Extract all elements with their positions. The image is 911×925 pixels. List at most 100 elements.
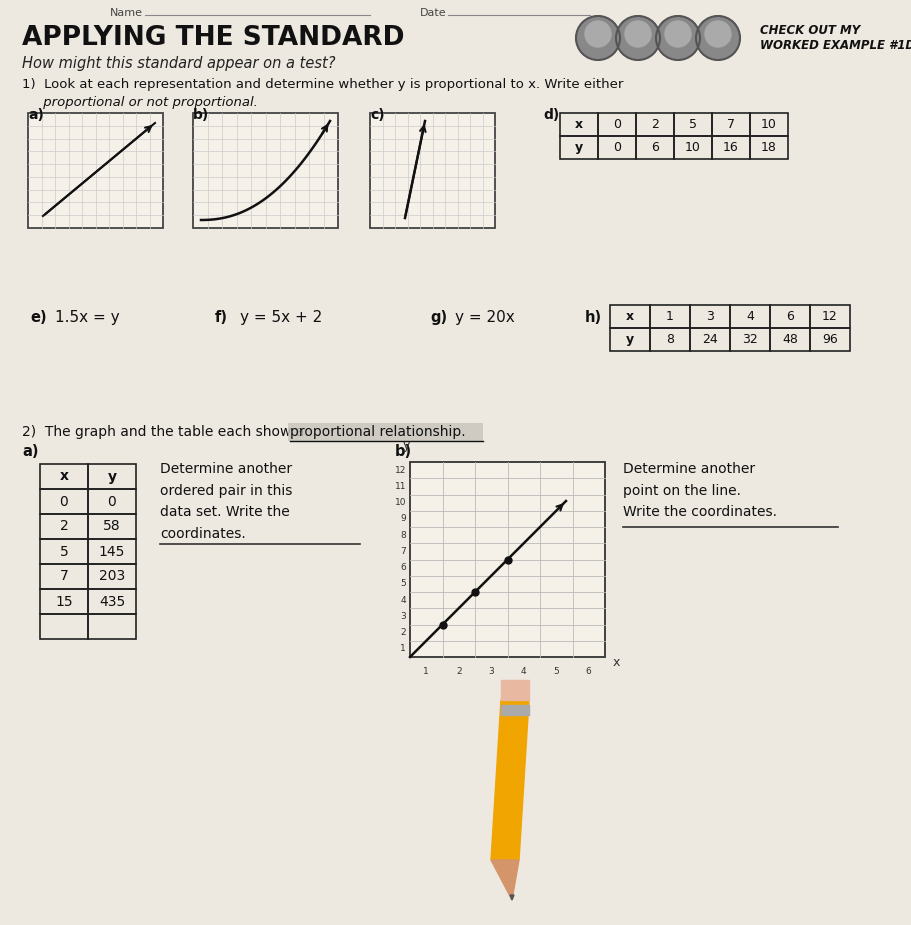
Text: 2)  The graph and the table each show a: 2) The graph and the table each show a bbox=[22, 425, 309, 439]
Text: g): g) bbox=[430, 310, 447, 325]
Text: 12: 12 bbox=[394, 465, 406, 475]
Bar bbox=[560, 113, 598, 136]
Bar bbox=[636, 136, 674, 159]
Text: 24: 24 bbox=[702, 333, 718, 346]
Text: d): d) bbox=[543, 108, 559, 122]
Text: proportional or not proportional.: proportional or not proportional. bbox=[22, 96, 258, 109]
Text: 3: 3 bbox=[488, 667, 494, 676]
Bar bbox=[40, 614, 88, 639]
Bar bbox=[636, 113, 674, 136]
Text: x: x bbox=[575, 118, 583, 131]
Text: 9: 9 bbox=[400, 514, 406, 524]
Bar bbox=[40, 589, 88, 614]
Bar bbox=[810, 328, 850, 351]
Text: 5: 5 bbox=[400, 579, 406, 588]
Text: 32: 32 bbox=[742, 333, 758, 346]
Bar bbox=[610, 305, 650, 328]
Text: 11: 11 bbox=[394, 482, 406, 491]
Text: APPLYING THE STANDARD: APPLYING THE STANDARD bbox=[22, 25, 404, 51]
Text: 1.5x = y: 1.5x = y bbox=[55, 310, 119, 325]
Text: 58: 58 bbox=[103, 520, 121, 534]
Bar bbox=[598, 113, 636, 136]
Bar bbox=[88, 564, 136, 589]
Polygon shape bbox=[491, 860, 519, 900]
Bar bbox=[28, 113, 163, 228]
Text: 203: 203 bbox=[99, 570, 125, 584]
Text: 0: 0 bbox=[59, 495, 68, 509]
Polygon shape bbox=[501, 680, 529, 700]
Text: 1)  Look at each representation and determine whether y is proportional to x. Wr: 1) Look at each representation and deter… bbox=[22, 78, 623, 91]
Text: 5: 5 bbox=[689, 118, 697, 131]
Bar bbox=[598, 136, 636, 159]
Text: 4: 4 bbox=[746, 310, 754, 323]
Text: 0: 0 bbox=[613, 118, 621, 131]
Text: 435: 435 bbox=[99, 595, 125, 609]
Bar bbox=[770, 328, 810, 351]
Circle shape bbox=[696, 16, 740, 60]
Text: 7: 7 bbox=[727, 118, 735, 131]
Text: 16: 16 bbox=[723, 141, 739, 154]
Text: 145: 145 bbox=[98, 545, 125, 559]
Text: 1: 1 bbox=[424, 667, 429, 676]
Text: a): a) bbox=[22, 444, 38, 459]
Text: How might this standard appear on a test?: How might this standard appear on a test… bbox=[22, 56, 335, 71]
Text: 10: 10 bbox=[685, 141, 701, 154]
Bar bbox=[40, 564, 88, 589]
Text: 0: 0 bbox=[107, 495, 117, 509]
Bar bbox=[88, 464, 136, 489]
Text: 10: 10 bbox=[394, 499, 406, 507]
Text: 48: 48 bbox=[782, 333, 798, 346]
Bar bbox=[88, 514, 136, 539]
Bar bbox=[730, 328, 770, 351]
Text: x: x bbox=[626, 310, 634, 323]
Text: 7: 7 bbox=[59, 570, 68, 584]
Text: 2: 2 bbox=[651, 118, 659, 131]
Text: 2: 2 bbox=[59, 520, 68, 534]
Circle shape bbox=[616, 16, 660, 60]
Bar bbox=[810, 305, 850, 328]
Text: Determine another
point on the line.
Write the coordinates.: Determine another point on the line. Wri… bbox=[623, 462, 777, 520]
Polygon shape bbox=[491, 700, 529, 860]
Bar bbox=[770, 305, 810, 328]
Circle shape bbox=[656, 16, 700, 60]
Polygon shape bbox=[510, 895, 514, 900]
Bar bbox=[560, 136, 598, 159]
Circle shape bbox=[705, 21, 731, 47]
Text: 4: 4 bbox=[521, 667, 527, 676]
Bar bbox=[750, 113, 788, 136]
Bar bbox=[88, 614, 136, 639]
Bar bbox=[690, 305, 730, 328]
Bar bbox=[40, 489, 88, 514]
Bar bbox=[88, 489, 136, 514]
Text: b): b) bbox=[395, 444, 412, 459]
Text: 6: 6 bbox=[586, 667, 591, 676]
Text: Determine another
ordered pair in this
data set. Write the
coordinates.: Determine another ordered pair in this d… bbox=[160, 462, 292, 541]
Bar bbox=[610, 328, 650, 351]
Text: b): b) bbox=[193, 108, 210, 122]
Bar bbox=[650, 305, 690, 328]
Text: 1: 1 bbox=[666, 310, 674, 323]
Text: x: x bbox=[613, 656, 620, 669]
Bar bbox=[40, 539, 88, 564]
Text: 3: 3 bbox=[400, 611, 406, 621]
Circle shape bbox=[625, 21, 651, 47]
Bar bbox=[650, 328, 690, 351]
Text: 18: 18 bbox=[761, 141, 777, 154]
Circle shape bbox=[665, 21, 691, 47]
Polygon shape bbox=[501, 705, 529, 715]
Bar bbox=[712, 113, 750, 136]
Text: 4: 4 bbox=[400, 596, 406, 605]
Text: y: y bbox=[403, 439, 410, 452]
Text: y: y bbox=[107, 470, 117, 484]
Text: proportional relationship.: proportional relationship. bbox=[290, 425, 466, 439]
Text: 0: 0 bbox=[613, 141, 621, 154]
Text: y = 20x: y = 20x bbox=[455, 310, 515, 325]
Text: 1: 1 bbox=[400, 645, 406, 653]
Text: f): f) bbox=[215, 310, 228, 325]
Text: 5: 5 bbox=[553, 667, 559, 676]
Bar bbox=[370, 113, 495, 228]
Circle shape bbox=[576, 16, 620, 60]
Circle shape bbox=[585, 21, 611, 47]
Text: 96: 96 bbox=[822, 333, 838, 346]
Bar bbox=[40, 464, 88, 489]
